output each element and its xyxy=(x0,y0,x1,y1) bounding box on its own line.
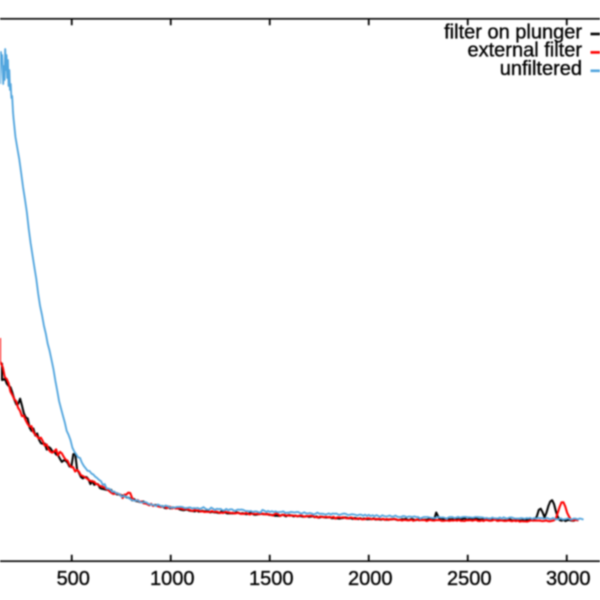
svg-text:2000: 2000 xyxy=(348,568,393,590)
svg-text:filter on plunger: filter on plunger xyxy=(444,21,582,43)
svg-text:1000: 1000 xyxy=(150,568,195,590)
svg-text:unfiltered: unfiltered xyxy=(500,58,582,80)
svg-text:500: 500 xyxy=(57,568,90,590)
svg-text:2500: 2500 xyxy=(447,568,492,590)
svg-text:1500: 1500 xyxy=(249,568,294,590)
svg-text:3000: 3000 xyxy=(546,568,591,590)
svg-text:external filter: external filter xyxy=(468,40,583,62)
